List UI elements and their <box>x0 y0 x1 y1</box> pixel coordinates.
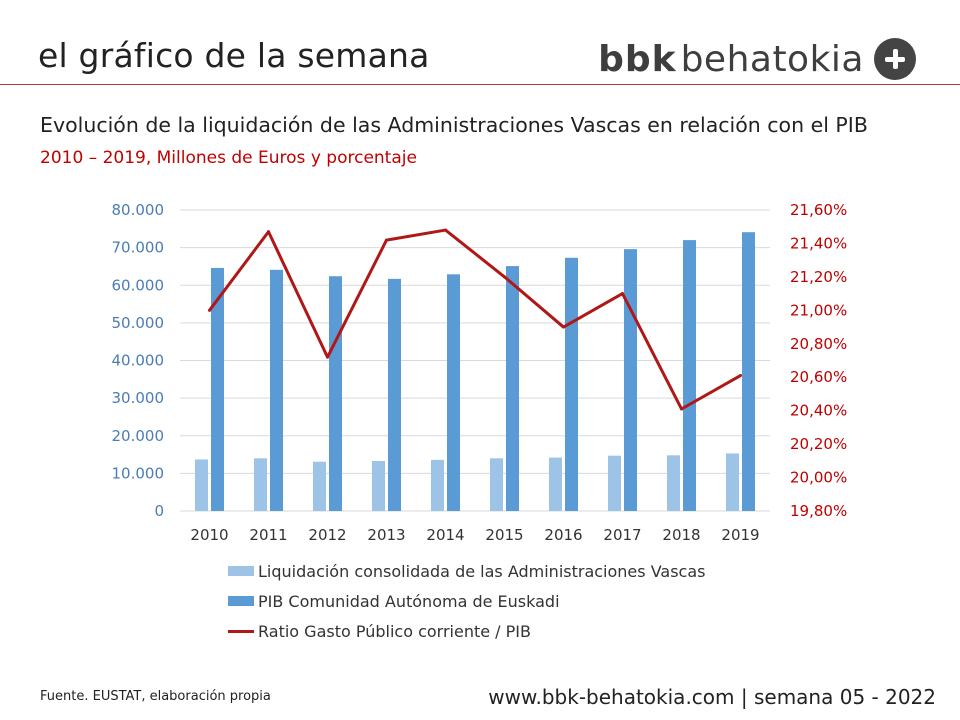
bar-liquidacion <box>372 460 385 511</box>
ratio-point <box>739 374 742 378</box>
ratio-line-layer <box>208 228 742 411</box>
y-left-tick-label: 40.000 <box>112 352 165 370</box>
x-tick-label: 2011 <box>249 526 287 544</box>
bar-pib <box>447 274 460 511</box>
ratio-point <box>385 238 388 242</box>
bar-pib <box>624 249 637 511</box>
logo-behatokia-text: behatokia <box>680 38 864 80</box>
chart-title: Evolución de la liquidación de las Admin… <box>40 113 868 137</box>
x-tick-label: 2013 <box>367 526 405 544</box>
x-tick-label: 2016 <box>544 526 582 544</box>
legend-label: Ratio Gasto Público corriente / PIB <box>258 621 531 641</box>
logo-bbk-text: bbk <box>598 38 677 80</box>
x-tick-label: 2012 <box>308 526 346 544</box>
y-right-tick-label: 20,40% <box>790 402 847 420</box>
legend-swatch-light <box>228 566 254 576</box>
chart-legend: Liquidación consolidada de las Administr… <box>228 556 705 646</box>
ratio-point <box>208 308 211 312</box>
footer-url[interactable]: www.bbk-behatokia.com | semana 05 - 2022 <box>488 685 936 709</box>
ratio-point <box>444 228 447 232</box>
brand-logo[interactable]: bbk behatokia <box>598 38 916 80</box>
legend-item-liquidacion: Liquidación consolidada de las Administr… <box>228 556 705 586</box>
x-tick-label: 2019 <box>721 526 759 544</box>
bar-liquidacion <box>431 459 444 511</box>
plus-icon <box>874 38 916 80</box>
y-right-tick-label: 21,20% <box>790 268 847 286</box>
bar-liquidacion <box>313 461 326 511</box>
y-right-tick-label: 21,60% <box>790 201 847 219</box>
x-tick-label: 2018 <box>662 526 700 544</box>
ratio-point <box>562 325 565 329</box>
legend-label: Liquidación consolidada de las Administr… <box>258 561 706 581</box>
bar-liquidacion <box>726 453 739 511</box>
y-left-tick-label: 50.000 <box>112 314 165 332</box>
y-left-tick-label: 60.000 <box>112 276 165 294</box>
x-tick-label: 2017 <box>603 526 641 544</box>
bar-liquidacion <box>254 458 267 511</box>
y-left-tick-label: 10.000 <box>112 464 165 482</box>
y-right-tick-label: 20,20% <box>790 435 847 453</box>
y-left-tick-label: 20.000 <box>112 427 165 445</box>
x-tick-label: 2015 <box>485 526 523 544</box>
chart-subtitle: 2010 – 2019, Millones de Euros y porcent… <box>40 148 417 168</box>
ratio-line <box>208 228 742 411</box>
bar-liquidacion <box>195 459 208 511</box>
ratio-point <box>503 275 506 279</box>
source-note: Fuente. EUSTAT, elaboración propia <box>40 689 271 704</box>
ratio-point <box>267 230 270 234</box>
bars <box>195 232 755 512</box>
bar-pib <box>565 257 578 511</box>
bar-pib <box>211 267 224 511</box>
bar-pib <box>506 266 519 511</box>
bar-pib <box>329 276 342 511</box>
legend-item-ratio: Ratio Gasto Público corriente / PIB <box>228 616 705 646</box>
y-left-tick-label: 0 <box>154 502 164 520</box>
bar-pib <box>388 278 401 511</box>
y-right-tick-label: 20,00% <box>790 469 847 487</box>
ratio-point <box>326 355 329 359</box>
y-left-tick-label: 70.000 <box>112 239 165 257</box>
y-right-tick-label: 21,40% <box>790 234 847 252</box>
legend-swatch-dark <box>228 596 254 606</box>
bar-pib <box>683 240 696 511</box>
y-left-tick-label: 30.000 <box>112 389 165 407</box>
bar-liquidacion <box>608 455 621 511</box>
header-divider <box>0 84 960 85</box>
bar-liquidacion <box>490 458 503 511</box>
legend-line-swatch <box>228 629 254 633</box>
bar-liquidacion <box>549 457 562 511</box>
x-tick-label: 2014 <box>426 526 464 544</box>
bar-pib <box>270 269 283 511</box>
axis-labels: 0 10.000 20.000 30.000 40.000 50.000 60.000 70.… <box>112 201 848 544</box>
bar-liquidacion <box>667 455 680 511</box>
y-right-tick-label: 21,00% <box>790 301 847 319</box>
chart-area: 0 10.000 20.000 30.000 40.000 50.000 60.000 70.… <box>112 201 848 544</box>
y-right-tick-label: 19,80% <box>790 502 847 520</box>
y-right-tick-label: 20,80% <box>790 335 847 353</box>
y-right-tick-label: 20,60% <box>790 368 847 386</box>
page-title: el gráfico de la semana <box>38 36 430 75</box>
ratio-point <box>621 292 624 296</box>
bar-pib <box>742 232 755 512</box>
x-tick-label: 2010 <box>190 526 228 544</box>
legend-label: PIB Comunidad Autónoma de Euskadi <box>258 591 560 611</box>
ratio-point <box>680 407 683 411</box>
y-left-tick-label: 80.000 <box>112 201 165 219</box>
legend-item-pib: PIB Comunidad Autónoma de Euskadi <box>228 586 705 616</box>
